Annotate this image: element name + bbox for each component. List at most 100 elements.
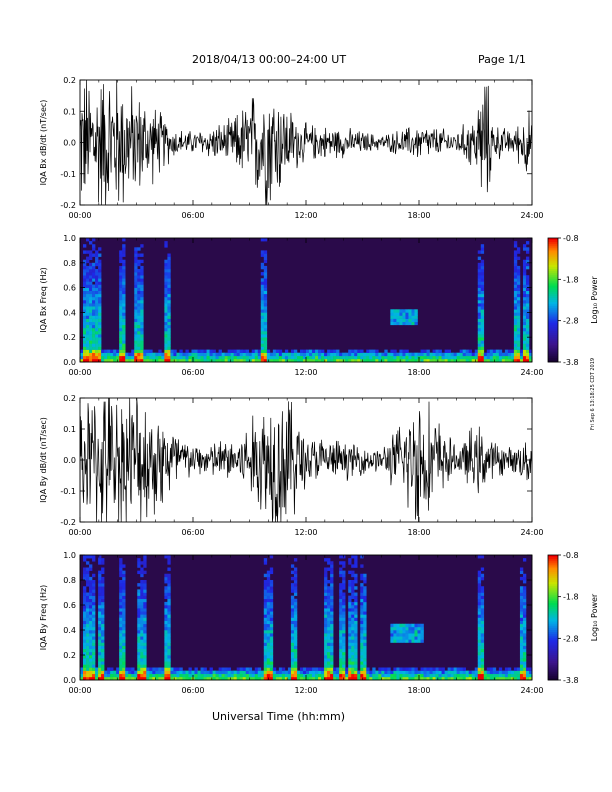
spectrogram-cell [444, 355, 448, 360]
spectrogram-cell [510, 358, 515, 363]
spectrogram-cell [158, 673, 162, 678]
spectrogram-cell [414, 321, 418, 326]
spectrogram-cell [525, 343, 530, 347]
spectrogram-cell [269, 645, 274, 650]
spectrogram-cell [339, 651, 343, 656]
colorbar-step [548, 650, 558, 654]
spectrogram-cell [477, 626, 482, 631]
spectrogram-cell [348, 664, 352, 668]
spectrogram-cell [420, 673, 424, 678]
spectrogram-cell [152, 352, 156, 357]
spectrogram-cell [363, 655, 367, 659]
spectrogram-cell [513, 306, 518, 310]
spectrogram-cell [327, 567, 331, 571]
spectrogram-cell [327, 605, 331, 609]
spectrogram-cell [360, 608, 364, 612]
spectrogram-cell [98, 290, 102, 295]
spectrogram-cell [351, 633, 355, 637]
spectrogram-cell [83, 592, 87, 596]
spectrogram-cell [224, 358, 228, 363]
spectrogram-cell [86, 645, 90, 650]
spectrogram-cell [438, 355, 442, 360]
spectrogram-cell [191, 352, 195, 357]
spectrogram-cell [266, 570, 271, 575]
spectrogram-cell [480, 664, 485, 668]
y-tick-label: -0.1 [60, 170, 76, 179]
spectrogram-cell [516, 331, 521, 335]
spectrogram-cell [137, 275, 141, 279]
spectrogram-cell [477, 352, 482, 357]
spectrogram-cell [263, 303, 268, 307]
spectrogram-cell [330, 664, 334, 668]
spectrogram-cell [351, 639, 355, 643]
colorbar-step [548, 331, 558, 334]
spectrogram-cell [215, 670, 219, 675]
spectrogram-cell [92, 676, 96, 681]
spectrogram-cell [354, 605, 358, 609]
spectrogram-cell [92, 648, 96, 653]
spectrogram-cell [498, 673, 503, 678]
spectrogram-cell [330, 676, 334, 681]
spectrogram-cell [519, 586, 524, 590]
spectrogram-cell [185, 349, 189, 353]
spectrogram-cell [92, 334, 96, 338]
spectrogram-cell [504, 352, 509, 357]
spectrogram-cell [122, 324, 126, 329]
spectrogram-cell [480, 633, 485, 637]
spectrogram-cell [290, 601, 295, 606]
spectrogram-cell [420, 349, 424, 353]
spectrogram-cell [260, 296, 265, 301]
spectrogram-cell [456, 670, 460, 675]
spectrogram-cell [318, 358, 322, 363]
spectrogram-cell [348, 658, 352, 662]
spectrogram-cell [324, 630, 328, 634]
spectrogram-cell [480, 358, 485, 363]
spectrogram-cell [507, 349, 512, 353]
spectrogram-cell [161, 667, 165, 671]
spectrogram-cell [167, 573, 171, 578]
spectrogram-cell [230, 352, 234, 357]
spectrogram-cell [399, 355, 403, 360]
spectrogram-cell [342, 580, 346, 584]
spectrogram-cell [525, 327, 530, 332]
spectrogram-cell [354, 564, 358, 568]
spectrogram-cell [122, 327, 126, 332]
spectrogram-cell [98, 673, 102, 678]
spectrogram-cell [263, 331, 268, 335]
spectrogram-cell [191, 670, 195, 675]
spectrogram-cell [462, 352, 466, 357]
spectrogram-cell [92, 324, 96, 329]
spectrogram-cell [83, 633, 87, 637]
spectrogram-cell [327, 349, 331, 353]
spectrogram-cell [399, 318, 403, 322]
spectrogram-cell [293, 614, 298, 618]
spectrogram-cell [95, 321, 99, 326]
spectrogram-cell [360, 673, 364, 678]
spectrogram-cell [137, 334, 141, 338]
colorbar-step [548, 571, 558, 575]
spectrogram-cell [426, 355, 430, 360]
spectrogram-cell [98, 573, 102, 578]
spectrogram-cell [396, 321, 400, 326]
spectrogram-cell [378, 667, 382, 671]
spectrogram-cell [348, 630, 352, 634]
spectrogram-cell [146, 355, 150, 360]
spectrogram-cell [480, 309, 485, 313]
spectrogram-cell [441, 358, 445, 363]
spectrogram-cell [321, 358, 325, 363]
spectrogram-cell [155, 673, 159, 678]
spectrogram-cell [324, 573, 328, 578]
spectrogram-cell [167, 589, 171, 593]
spectrogram-cell [363, 630, 367, 634]
spectrogram-cell [354, 630, 358, 634]
spectrogram-cell [89, 293, 93, 298]
spectrogram-cell [269, 633, 274, 637]
spectrogram-cell [134, 265, 138, 270]
spectrogram-cell [92, 318, 96, 322]
spectrogram-cell [435, 358, 439, 363]
spectrogram-cell [92, 303, 96, 307]
spectrogram-cell [98, 655, 102, 659]
spectrogram-cell [92, 349, 96, 353]
spectrogram-cell [423, 667, 427, 671]
spectrogram-cell [122, 611, 126, 615]
